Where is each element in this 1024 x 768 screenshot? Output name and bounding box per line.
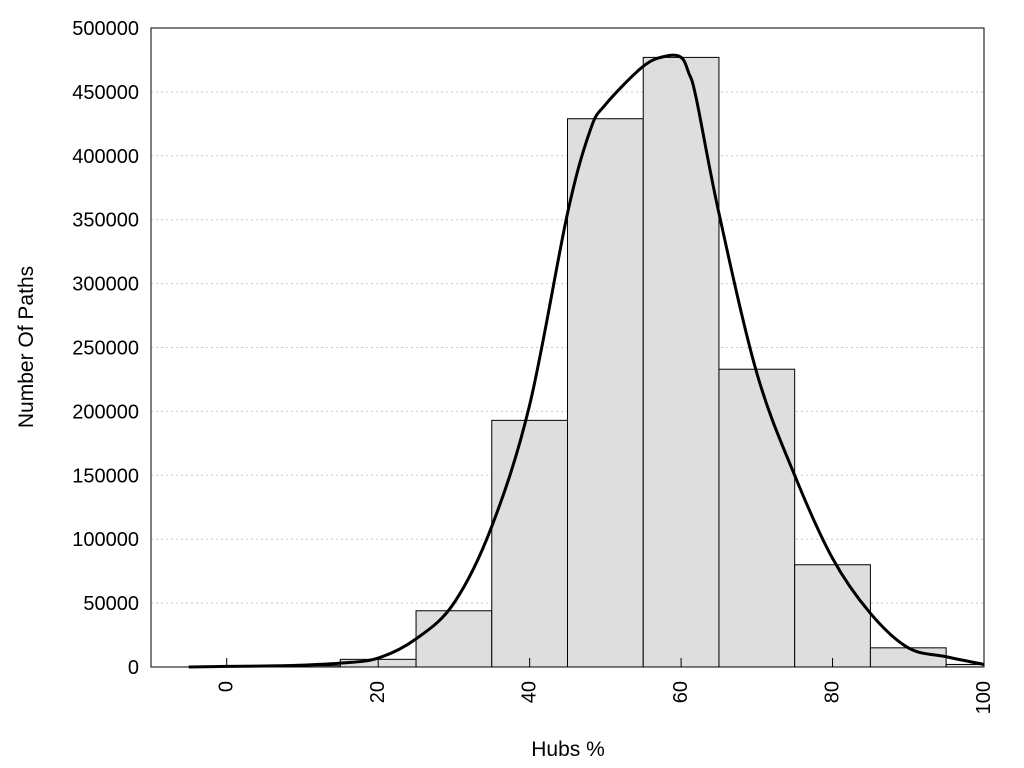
x-tick-label-3: 60: [670, 681, 692, 703]
histogram-bar-6: [642, 56, 720, 668]
histogram-bar-9: [869, 647, 947, 668]
density-curve: [188, 53, 985, 669]
x-tick-label-1: 20: [367, 681, 389, 703]
y-tick-label-10: 500000: [72, 18, 139, 40]
plot-frame: [150, 27, 985, 668]
y-tick-label-3: 150000: [72, 465, 139, 487]
x-axis-ticks: 0 20 40 60 80 100: [216, 658, 995, 714]
x-tick-label-2: 40: [519, 681, 541, 703]
histogram-bar-3: [415, 610, 493, 668]
x-axis-label: Hubs %: [531, 738, 605, 761]
x-tick-label-4: 80: [822, 681, 844, 703]
x-tick-label-5: 100: [973, 681, 995, 714]
y-tick-label-1: 50000: [83, 593, 139, 615]
y-tick-label-4: 200000: [72, 401, 139, 423]
histogram-bar-5: [567, 118, 644, 668]
y-tick-label-0: 0: [128, 657, 139, 679]
y-tick-label-6: 300000: [72, 274, 139, 296]
y-tick-label-5: 250000: [72, 338, 139, 360]
y-axis-ticks: 0 50000 100000 150000 200000 250000 300000 3500…: [72, 18, 139, 679]
y-tick-label-9: 450000: [72, 82, 139, 104]
x-tick-label-0: 0: [216, 681, 238, 692]
y-tick-label-8: 400000: [72, 146, 139, 168]
histogram-bar-8: [794, 564, 871, 668]
histogram-bar-7: [718, 368, 796, 668]
density-curve-layer: [188, 53, 985, 669]
histogram-bars: [188, 56, 985, 668]
histogram-bar-4: [491, 419, 569, 668]
y-tick-label-7: 350000: [72, 210, 139, 232]
y-axis-label: Number Of Paths: [15, 266, 38, 428]
y-tick-label-2: 100000: [72, 529, 139, 551]
